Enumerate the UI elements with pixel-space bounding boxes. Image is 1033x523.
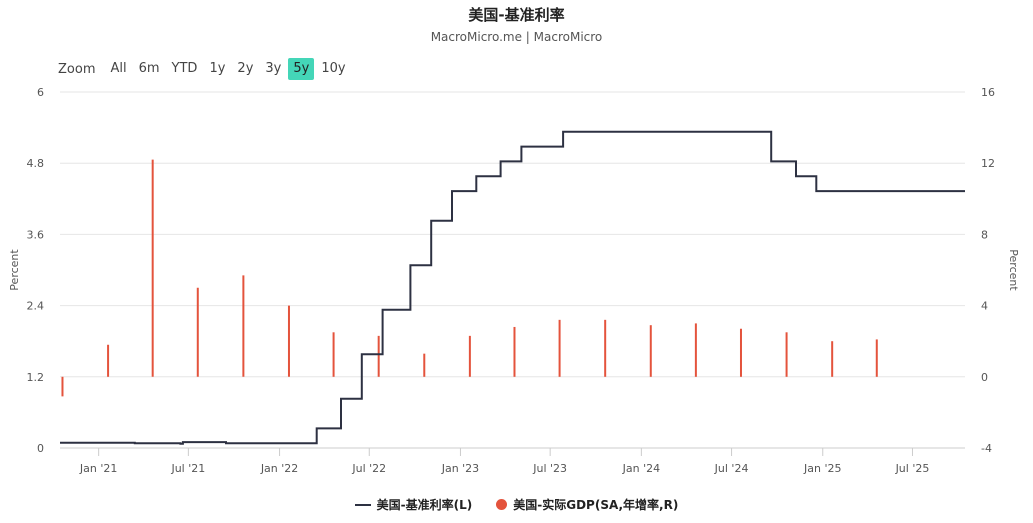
x-tick-label: Jul '23	[532, 462, 567, 475]
x-tick-label: Jul '22	[351, 462, 386, 475]
chart-plot: 0 1.2 2.4 3.6 4.8 6 -4 0 4 8 12 16 Jan '21 Jul '21 Jan…	[8, 86, 1020, 475]
range-button-6m[interactable]: 6m	[138, 61, 160, 76]
x-tick-label: Jan '22	[260, 462, 298, 475]
legend-item-rate[interactable]: 美国-基准利率(L)	[354, 496, 473, 513]
y-left-tick-label: 4.8	[27, 157, 45, 170]
dot-swatch-icon	[496, 499, 508, 510]
legend-label-gdp: 美国-实际GDP(SA,年增率,R)	[513, 498, 679, 512]
legend-label-rate: 美国-基准利率(L)	[376, 498, 473, 512]
x-tick-label: Jul '21	[170, 462, 205, 475]
x-tick-label: Jan '23	[441, 462, 479, 475]
range-button-5y[interactable]: 5y	[288, 58, 315, 80]
y-right-axis-title: Percent	[1007, 249, 1020, 291]
range-button-ytd[interactable]: YTD	[171, 61, 198, 76]
line-swatch-icon	[354, 503, 371, 506]
x-tick-label: Jan '21	[79, 462, 117, 475]
range-selector: Zoom All 6m YTD 1y 2y 3y 5y 10y	[54, 58, 353, 80]
range-button-10y[interactable]: 10y	[321, 61, 346, 76]
y-left-tick-label: 1.2	[27, 371, 45, 384]
y-left-tick-label: 6	[37, 86, 44, 99]
chart-subtitle: MacroMicro.me | MacroMicro	[430, 30, 603, 44]
rate-series-line	[60, 130, 965, 445]
y-right-tick-label: 12	[981, 157, 995, 170]
range-button-3y[interactable]: 3y	[265, 61, 282, 76]
zoom-label: Zoom	[58, 61, 96, 77]
range-button-1y[interactable]: 1y	[209, 61, 226, 76]
y-right-tick-label: 0	[981, 371, 988, 384]
legend-item-gdp[interactable]: 美国-实际GDP(SA,年增率,R)	[496, 496, 678, 513]
y-right-tick-label: 4	[981, 300, 988, 313]
chart-title: 美国-基准利率	[468, 6, 565, 24]
y-left-tick-label: 3.6	[27, 228, 45, 241]
x-tick-label: Jan '24	[622, 462, 660, 475]
x-tick-label: Jul '24	[714, 462, 749, 475]
y-right-tick-label: 16	[981, 86, 995, 99]
y-left-axis-title: Percent	[8, 249, 21, 291]
y-left-tick-label: 0	[37, 442, 44, 455]
chart-legend: 美国-基准利率(L) 美国-实际GDP(SA,年增率,R)	[0, 496, 1033, 513]
range-button-all[interactable]: All	[110, 61, 127, 76]
y-right-tick-label: 8	[981, 228, 988, 241]
x-tick-label: Jul '25	[895, 462, 930, 475]
x-tick-label: Jan '25	[803, 462, 841, 475]
y-right-tick-label: -4	[981, 442, 992, 455]
y-left-tick-label: 2.4	[27, 300, 45, 313]
range-button-2y[interactable]: 2y	[237, 61, 254, 76]
